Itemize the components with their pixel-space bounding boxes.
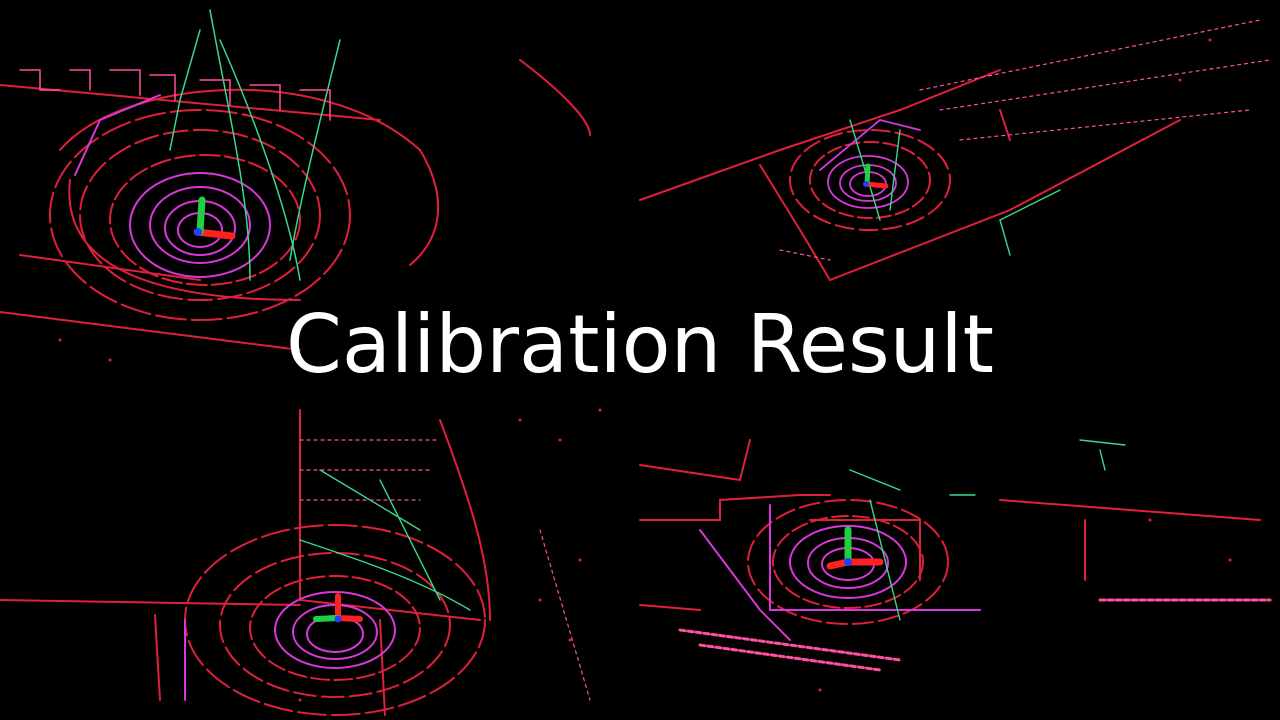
calibration-result-title: Calibration Result (286, 298, 994, 391)
scattered-points (58, 38, 1232, 702)
coordinate-axes-top-left (193, 196, 236, 240)
coordinate-axes-top-right (863, 163, 889, 189)
coordinate-axes-bottom-left (313, 593, 363, 623)
point-cloud-bottom-right (639, 439, 1272, 672)
point-cloud-top-right (639, 19, 1271, 281)
point-cloud-top-left (0, 9, 591, 351)
coordinate-axes-bottom-right (826, 526, 884, 570)
point-cloud-bottom-left (0, 409, 591, 716)
